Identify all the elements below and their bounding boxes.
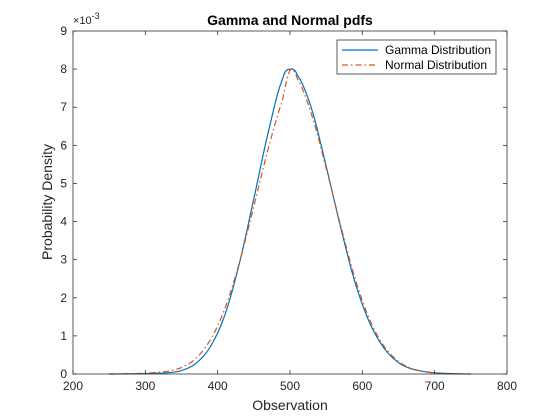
y-scale-power: -3 — [92, 11, 100, 21]
x-tick-label: 200 — [63, 379, 83, 393]
y-tick-label: 6 — [60, 138, 67, 152]
y-tick-label: 3 — [60, 253, 67, 267]
legend: Gamma Distribution Normal Distribution — [336, 39, 497, 75]
y-tick-label: 0 — [60, 367, 67, 381]
series-line-normal-distribution — [109, 68, 471, 375]
x-tick-label: 700 — [425, 379, 445, 393]
y-tick-label: 5 — [60, 176, 67, 190]
x-tick-label: 400 — [208, 379, 228, 393]
y-tick-label: 8 — [60, 62, 67, 76]
x-tick-label: 600 — [352, 379, 372, 393]
x-tick-label: 500 — [280, 379, 300, 393]
y-tick-label: 2 — [60, 291, 67, 305]
legend-label-gamma: Gamma Distribution — [385, 43, 491, 57]
y-axis-label: Probability Density — [39, 144, 55, 260]
y-tick-label: 4 — [60, 215, 67, 229]
y-scale-base: ×10 — [73, 15, 92, 27]
y-tick-label: 7 — [60, 100, 67, 114]
y-scale-exponent: ×10-3 — [73, 11, 100, 27]
y-tick-label: 9 — [60, 24, 67, 38]
x-tick-label: 300 — [135, 379, 155, 393]
x-axis-label: Observation — [252, 397, 327, 413]
x-tick-label: 800 — [497, 379, 517, 393]
legend-box — [336, 39, 497, 75]
series-line-gamma-distribution — [109, 68, 471, 375]
series-lines — [109, 68, 471, 375]
chart-title: Gamma and Normal pdfs — [207, 12, 373, 28]
plot-area — [73, 31, 507, 374]
axis-ticks: 200 300 400 500 600 700 800 0 1 2 3 4 5 6 7 8 9 — [60, 24, 517, 393]
legend-label-normal: Normal Distribution — [385, 58, 487, 72]
y-tick-label: 1 — [60, 329, 67, 343]
